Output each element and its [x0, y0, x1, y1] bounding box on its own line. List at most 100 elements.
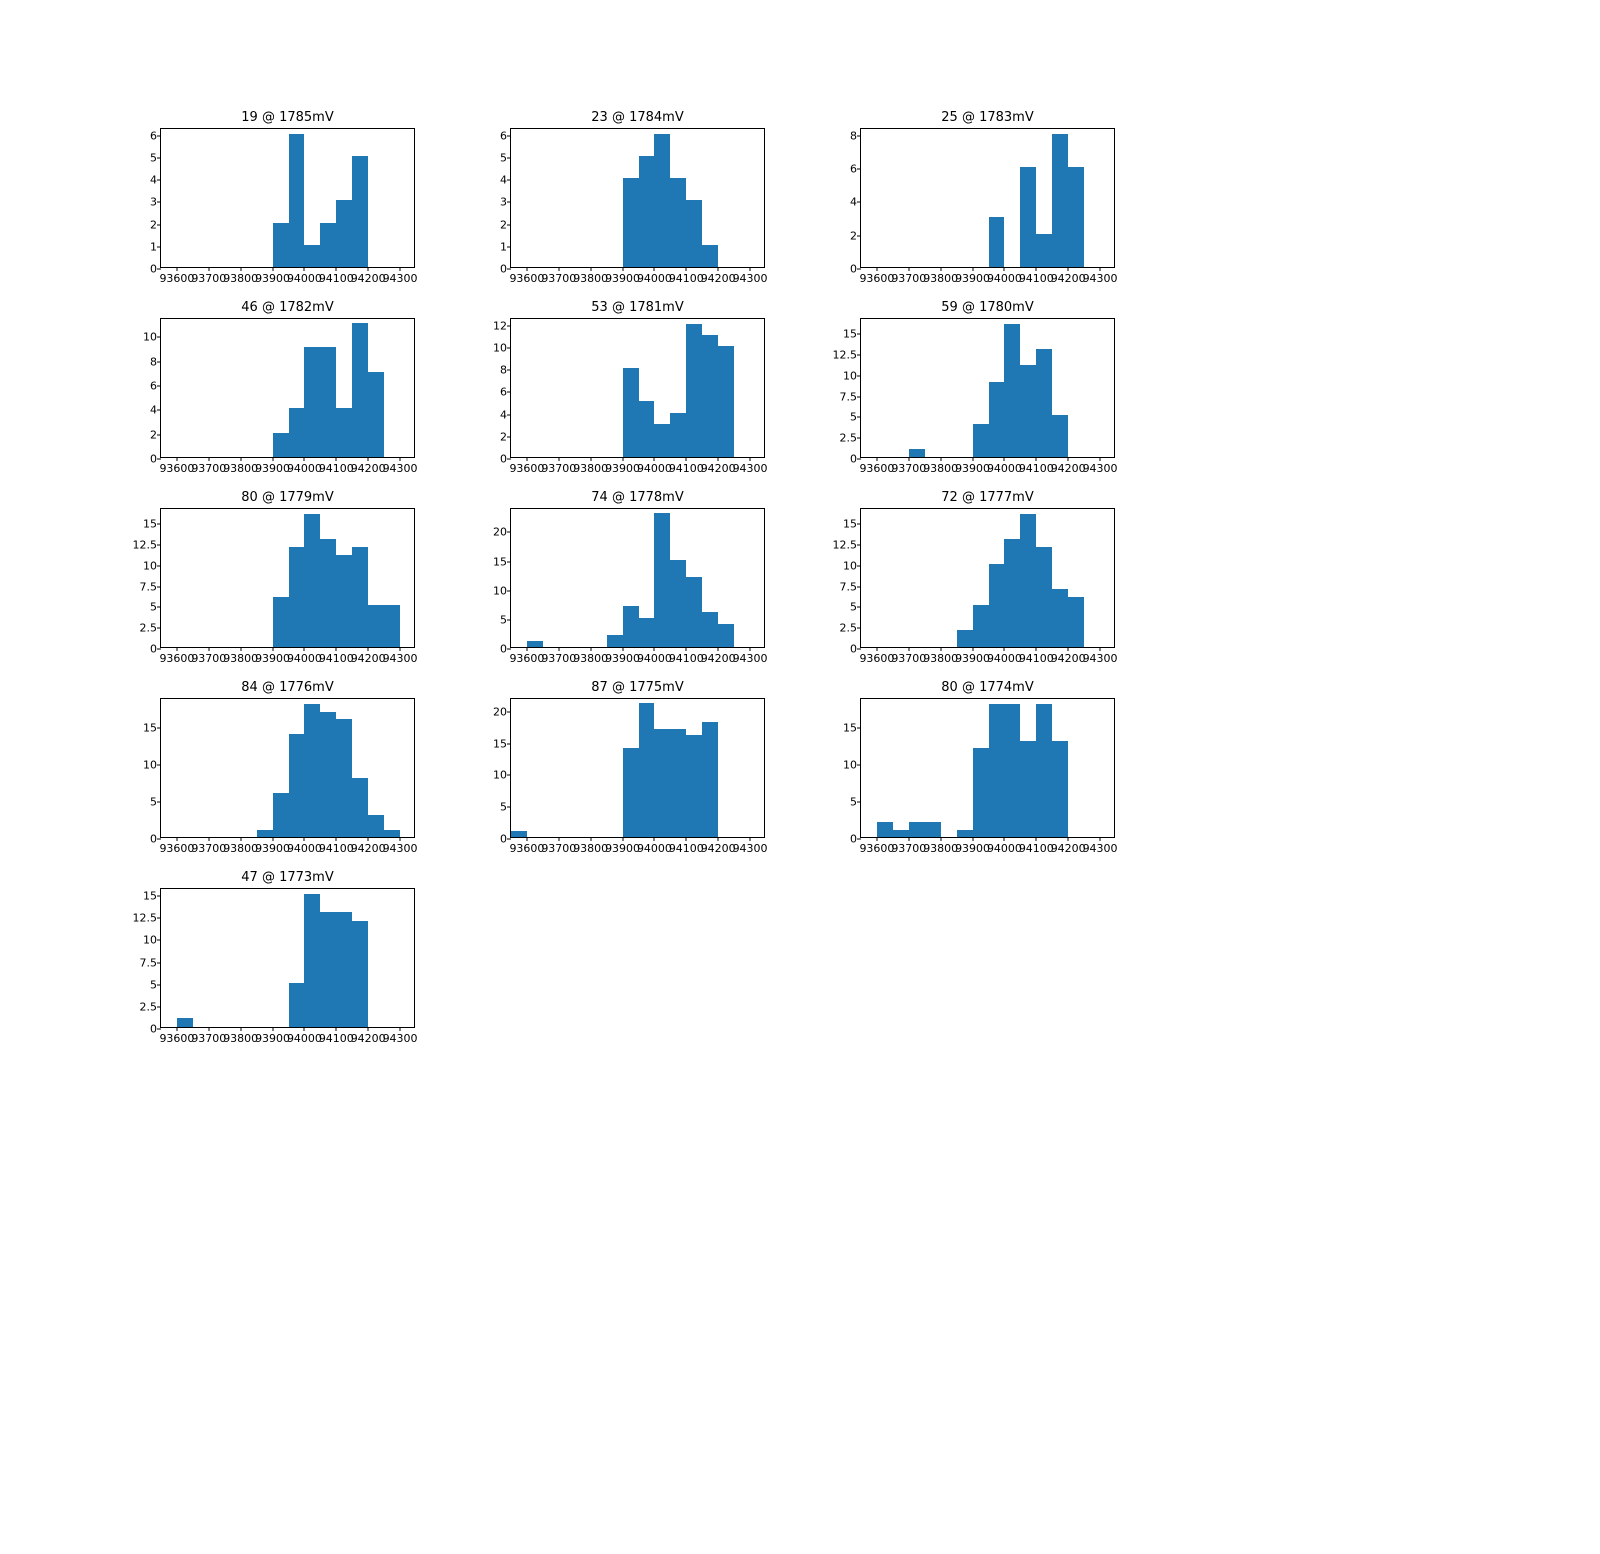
bar: [368, 605, 384, 647]
xtick-mark: [1100, 647, 1101, 651]
xtick-mark: [940, 457, 941, 461]
ytick-label: 0: [823, 833, 857, 846]
xtick-label: 93700: [891, 272, 926, 285]
xtick-label: 93600: [509, 272, 544, 285]
bar: [320, 347, 336, 457]
ytick-mark: [857, 544, 861, 545]
plot-area: 0510159360093700938009390094000941009420…: [160, 698, 415, 838]
ytick-label: 6: [823, 163, 857, 176]
bars: [511, 699, 764, 837]
xtick-label: 94000: [287, 652, 322, 665]
ytick-label: 2.5: [123, 1000, 157, 1013]
plot-area: 02.557.51012.515936009370093800939009400…: [860, 508, 1115, 648]
bars: [511, 509, 764, 647]
xtick-mark: [1036, 267, 1037, 271]
xtick-mark: [272, 457, 273, 461]
ytick-mark: [157, 459, 161, 460]
xtick-label: 93700: [891, 842, 926, 855]
ytick-label: 15: [123, 518, 157, 531]
xtick-mark: [208, 457, 209, 461]
xtick-mark: [940, 267, 941, 271]
ytick-mark: [507, 561, 511, 562]
xtick-mark: [1068, 837, 1069, 841]
subplot-title: 87 @ 1775mV: [510, 680, 765, 695]
ytick-mark: [157, 1029, 161, 1030]
xtick-label: 94000: [987, 842, 1022, 855]
ytick-mark: [507, 743, 511, 744]
ytick-mark: [157, 246, 161, 247]
bar: [289, 547, 305, 647]
xtick-label: 94000: [637, 462, 672, 475]
ytick-mark: [157, 434, 161, 435]
bars: [161, 509, 414, 647]
xtick-label: 94000: [637, 272, 672, 285]
ytick-label: 6: [123, 129, 157, 142]
xtick-mark: [558, 457, 559, 461]
ytick-mark: [857, 649, 861, 650]
xtick-mark: [368, 1027, 369, 1031]
xtick-mark: [304, 1027, 305, 1031]
xtick-label: 93600: [859, 652, 894, 665]
xtick-label: 93900: [955, 462, 990, 475]
subplot: 72 @ 1777mV02.557.51012.5159360093700938…: [820, 488, 1120, 668]
xtick-label: 93900: [255, 652, 290, 665]
ytick-mark: [157, 896, 161, 897]
subplot-title: 59 @ 1780mV: [860, 300, 1115, 315]
ytick-mark: [157, 728, 161, 729]
xtick-label: 94000: [287, 842, 322, 855]
xtick-mark: [304, 267, 305, 271]
xtick-label: 93900: [605, 652, 640, 665]
xtick-label: 94100: [669, 462, 704, 475]
xtick-label: 94200: [1051, 462, 1086, 475]
xtick-mark: [972, 837, 973, 841]
bar: [989, 564, 1005, 647]
xtick-mark: [590, 837, 591, 841]
bar: [623, 368, 639, 457]
xtick-label: 94300: [1083, 652, 1118, 665]
ytick-mark: [507, 414, 511, 415]
ytick-label: 15: [823, 721, 857, 734]
ytick-label: 15: [123, 890, 157, 903]
ytick-label: 6: [473, 386, 507, 399]
xtick-label: 93600: [859, 462, 894, 475]
subplot: 87 @ 1775mV05101520936009370093800939009…: [470, 678, 770, 858]
ytick-label: 0: [473, 833, 507, 846]
ytick-label: 5: [473, 151, 507, 164]
ytick-label: 5: [823, 601, 857, 614]
bar: [670, 178, 686, 267]
xtick-mark: [558, 267, 559, 271]
ytick-label: 1: [123, 240, 157, 253]
bar: [973, 748, 989, 837]
xtick-mark: [654, 267, 655, 271]
ytick-label: 10: [473, 341, 507, 354]
ytick-mark: [157, 524, 161, 525]
ytick-label: 2.5: [823, 432, 857, 445]
xtick-label: 94100: [319, 842, 354, 855]
xtick-label: 94300: [383, 842, 418, 855]
xtick-mark: [972, 647, 973, 651]
subplot: 19 @ 1785mV01234569360093700938009390094…: [120, 108, 420, 288]
xtick-mark: [1004, 267, 1005, 271]
bars: [161, 319, 414, 457]
xtick-mark: [208, 647, 209, 651]
bar: [702, 335, 718, 457]
ytick-mark: [857, 586, 861, 587]
ytick-mark: [157, 224, 161, 225]
xtick-mark: [336, 1027, 337, 1031]
xtick-label: 94200: [351, 652, 386, 665]
xtick-label: 93700: [541, 652, 576, 665]
bar: [1052, 589, 1068, 647]
bar: [686, 735, 702, 837]
xtick-mark: [368, 457, 369, 461]
ytick-mark: [507, 619, 511, 620]
bar: [352, 547, 368, 647]
xtick-label: 94200: [701, 272, 736, 285]
xtick-mark: [718, 837, 719, 841]
xtick-label: 94000: [287, 1032, 322, 1045]
ytick-label: 10: [123, 934, 157, 947]
xtick-mark: [336, 267, 337, 271]
bar: [273, 433, 289, 457]
xtick-mark: [1004, 647, 1005, 651]
bar: [639, 703, 655, 837]
ytick-mark: [857, 417, 861, 418]
